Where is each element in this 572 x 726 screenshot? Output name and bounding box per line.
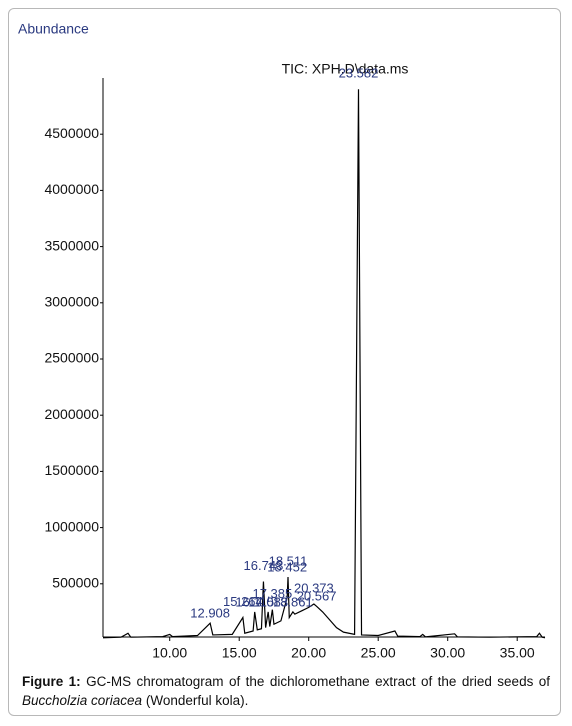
caption-label: Figure 1:	[22, 674, 81, 689]
peak-label: 18.511	[269, 553, 308, 568]
peak-label: 18.861	[273, 594, 313, 609]
x-tick-label: 20.00	[291, 645, 326, 661]
peak-label: 17.083	[248, 594, 288, 609]
caption-tail: (Wonderful kola).	[142, 693, 249, 708]
x-tick-label: 15.00	[222, 645, 257, 661]
caption-species: Buccholzia coriacea	[22, 693, 143, 708]
peak-label: 12.908	[190, 606, 230, 621]
caption: Figure 1: GC-MS chromatogram of the dich…	[22, 672, 550, 710]
peak-label: 15.264	[223, 594, 263, 609]
peak-label: 17.385	[252, 586, 292, 601]
chart: Abundance TIC: XPH.D\data.ms 500000 10000…	[18, 21, 546, 661]
y-tick-label: 1500000	[44, 462, 99, 478]
y-tick-label: 2500000	[44, 350, 99, 366]
peak-label: 20.373	[294, 580, 334, 595]
y-axis-label: Abundance	[18, 21, 89, 37]
y-tick-label: 3000000	[44, 294, 99, 310]
y-tick-label: 500000	[52, 575, 99, 591]
peak-label: 16.743	[244, 558, 284, 573]
chart-title: TIC: XPH.D\data.ms	[282, 61, 409, 77]
y-tick-label: 4000000	[44, 181, 99, 197]
peak-label: 18.452	[267, 559, 307, 574]
x-tick-label: 35.00	[500, 645, 535, 661]
peak-label: 23.582	[339, 66, 379, 81]
figure-frame	[8, 8, 561, 716]
y-tick-label: 3500000	[44, 237, 99, 253]
x-tick-label: 10.00	[152, 645, 187, 661]
peak-label: 16.115	[235, 594, 274, 609]
y-tick-label: 1000000	[44, 518, 99, 534]
trace	[102, 89, 546, 639]
y-tick-label: 4500000	[44, 125, 99, 141]
caption-text: GC-MS chromatogram of the dichloromethan…	[80, 674, 550, 689]
x-tick-label: 25.00	[361, 645, 396, 661]
x-tick-label: 30.00	[430, 645, 465, 661]
peak-label: 20.567	[297, 589, 337, 604]
y-tick-label: 2000000	[44, 406, 99, 422]
